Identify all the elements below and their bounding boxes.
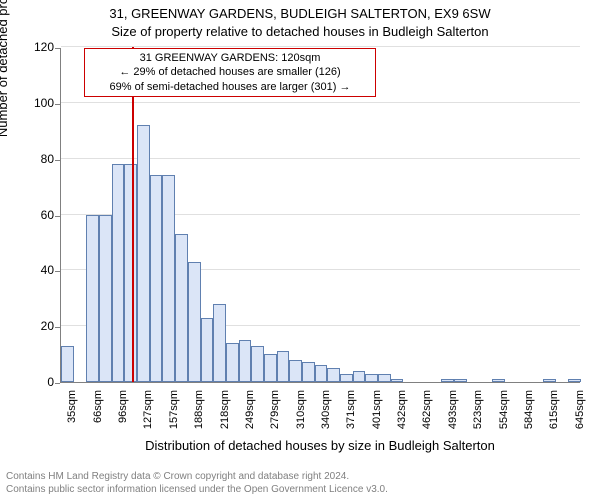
histogram-bar [391, 379, 404, 382]
y-tick-label: 80 [14, 152, 54, 166]
histogram-bar [353, 371, 366, 382]
x-tick-label: 401sqm [371, 390, 383, 440]
histogram-bar [289, 360, 302, 382]
y-tick-mark [55, 160, 60, 161]
histogram-bar [340, 374, 353, 382]
info-property-size: 31 GREENWAY GARDENS: 120sqm [90, 51, 370, 65]
x-tick-label: 96sqm [117, 390, 129, 440]
histogram-bar [441, 379, 454, 382]
y-tick-label: 60 [14, 208, 54, 222]
footer-line2: Contains public sector information licen… [6, 483, 388, 496]
chart-title-address: 31, GREENWAY GARDENS, BUDLEIGH SALTERTON… [0, 6, 600, 21]
histogram-bar [327, 368, 340, 382]
y-tick-mark [55, 327, 60, 328]
x-tick-label: 371sqm [345, 390, 357, 440]
y-tick-mark [55, 48, 60, 49]
x-tick-label: 249sqm [244, 390, 256, 440]
histogram-bar [239, 340, 252, 382]
x-tick-label: 554sqm [498, 390, 510, 440]
y-tick-label: 100 [14, 96, 54, 110]
plot-area [60, 48, 580, 383]
histogram-bar [492, 379, 505, 382]
info-larger-pct: 69% of semi-detached houses are larger (… [90, 80, 370, 94]
histogram-bar [302, 362, 315, 382]
y-tick-label: 20 [14, 319, 54, 333]
histogram-bar [86, 215, 99, 383]
gridline [61, 102, 580, 103]
x-tick-label: 279sqm [269, 390, 281, 440]
histogram-bar [226, 343, 239, 382]
property-info-box: 31 GREENWAY GARDENS: 120sqm ← 29% of det… [84, 48, 376, 97]
histogram-bar [454, 379, 467, 382]
info-smaller-pct: ← 29% of detached houses are smaller (12… [90, 65, 370, 79]
footer-attribution: Contains HM Land Registry data © Crown c… [6, 470, 388, 496]
chart-title-description: Size of property relative to detached ho… [0, 24, 600, 39]
histogram-bar [365, 374, 378, 382]
y-tick-mark [55, 271, 60, 272]
x-tick-label: 462sqm [421, 390, 433, 440]
y-tick-label: 0 [14, 375, 54, 389]
histogram-bar [61, 346, 74, 382]
histogram-bar [378, 374, 391, 382]
y-axis-label: Number of detached properties [0, 0, 10, 215]
histogram-bar [201, 318, 214, 382]
x-tick-label: 645sqm [574, 390, 586, 440]
x-tick-label: 615sqm [548, 390, 560, 440]
y-tick-label: 120 [14, 40, 54, 54]
x-tick-label: 584sqm [523, 390, 535, 440]
x-tick-label: 523sqm [472, 390, 484, 440]
x-tick-label: 310sqm [295, 390, 307, 440]
x-axis-label: Distribution of detached houses by size … [60, 438, 580, 453]
x-tick-label: 188sqm [193, 390, 205, 440]
x-tick-label: 340sqm [320, 390, 332, 440]
x-tick-label: 66sqm [92, 390, 104, 440]
y-tick-mark [55, 383, 60, 384]
histogram-bar [175, 234, 188, 382]
histogram-bar [568, 379, 581, 382]
x-tick-label: 35sqm [66, 390, 78, 440]
histogram-bar [99, 215, 112, 383]
x-tick-label: 218sqm [219, 390, 231, 440]
histogram-bar [543, 379, 556, 382]
property-marker-line [132, 47, 134, 382]
y-tick-label: 40 [14, 263, 54, 277]
x-tick-label: 127sqm [142, 390, 154, 440]
histogram-bar [264, 354, 277, 382]
y-tick-mark [55, 104, 60, 105]
histogram-bar [150, 175, 163, 382]
histogram-bar [137, 125, 150, 382]
x-tick-label: 493sqm [447, 390, 459, 440]
chart-container: 31, GREENWAY GARDENS, BUDLEIGH SALTERTON… [0, 0, 600, 500]
histogram-bar [162, 175, 175, 382]
histogram-bar [277, 351, 290, 382]
histogram-bar [112, 164, 125, 382]
gridline [61, 46, 580, 47]
histogram-bar [251, 346, 264, 382]
y-tick-mark [55, 216, 60, 217]
histogram-bar [315, 365, 328, 382]
histogram-bar [188, 262, 201, 382]
footer-line1: Contains HM Land Registry data © Crown c… [6, 470, 388, 483]
histogram-bar [213, 304, 226, 382]
x-tick-label: 432sqm [396, 390, 408, 440]
x-tick-label: 157sqm [168, 390, 180, 440]
